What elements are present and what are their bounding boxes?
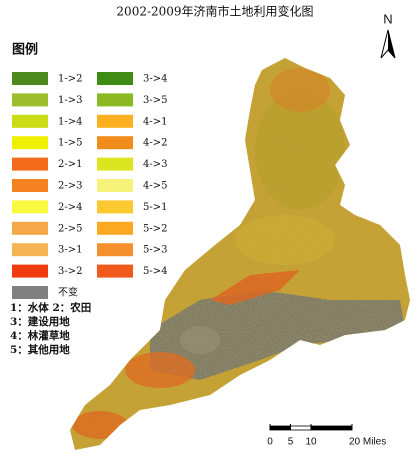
- legend-label: 4->1: [143, 116, 167, 127]
- scale-label: 0: [267, 437, 273, 448]
- map-title: 2002-2009年济南市土地利用变化图: [116, 4, 313, 19]
- legend-label: 4->2: [143, 138, 167, 149]
- legend-label: 1->4: [58, 116, 82, 127]
- legend-swatch: [97, 264, 133, 278]
- legend-label: 4->3: [143, 159, 167, 170]
- legend-swatch: [12, 157, 48, 171]
- legend-title: 图例: [12, 42, 38, 58]
- legend-swatch: [12, 264, 48, 278]
- legend-swatch: [97, 72, 133, 85]
- legend-swatch: [97, 157, 133, 171]
- north-arrow: N: [380, 11, 396, 59]
- legend-swatch: [97, 93, 133, 107]
- scale-segment: [310, 425, 353, 431]
- legend-swatch: [12, 93, 48, 107]
- legend-label: 3->2: [58, 266, 82, 277]
- legend: 1->2 1->3 1->4 1->5 2->1 2->3 2->4 2->5 3->1 3->2…: [12, 72, 167, 299]
- legend-swatch: [97, 243, 133, 257]
- legend-swatch: [12, 200, 48, 214]
- legend-swatch: [12, 286, 48, 299]
- legend-swatch: [12, 179, 48, 192]
- scale-label: 20 Miles: [349, 437, 386, 448]
- legend-label: 2->1: [58, 159, 82, 170]
- legend-label: 2->4: [58, 202, 82, 213]
- note: 3：建设用地: [10, 315, 70, 328]
- note: 5：其他用地: [10, 343, 70, 356]
- legend-label: 3->5: [143, 95, 167, 106]
- legend-swatch: [12, 221, 48, 235]
- legend-label: 5->4: [143, 266, 167, 277]
- scale-label: 5: [288, 437, 294, 448]
- scale-segment: [290, 425, 312, 431]
- scale-label: 10: [305, 437, 317, 448]
- note: 4：林灌草地: [10, 329, 70, 342]
- legend-swatch: [12, 136, 48, 150]
- legend-label: 2->5: [58, 223, 82, 234]
- legend-label: 5->3: [143, 245, 167, 256]
- legend-label: 5->1: [143, 202, 167, 213]
- legend-swatch: [97, 136, 133, 150]
- legend-swatch: [97, 221, 133, 235]
- legend-swatch: [12, 114, 48, 128]
- legend-label: 4->5: [143, 181, 167, 192]
- scale-segment: [269, 425, 291, 431]
- legend-swatch: [12, 72, 48, 85]
- legend-label: 3->1: [58, 245, 82, 256]
- north-label: N: [383, 11, 392, 26]
- legend-label: 1->5: [58, 138, 82, 149]
- legend-swatch: [12, 243, 48, 257]
- legend-label: 不变: [58, 286, 78, 299]
- legend-swatch: [97, 179, 133, 192]
- note: 1：水体 2：农田: [10, 301, 91, 314]
- legend-label: 1->3: [58, 95, 82, 106]
- legend-label: 3->4: [143, 74, 167, 85]
- legend-label: 5->2: [143, 223, 167, 234]
- scale-bar: 0 5 10 20 Miles: [267, 424, 386, 448]
- legend-label: 1->2: [58, 74, 82, 85]
- legend-swatch: [97, 114, 133, 128]
- legend-label: 2->3: [58, 181, 82, 192]
- legend-swatch: [97, 200, 133, 214]
